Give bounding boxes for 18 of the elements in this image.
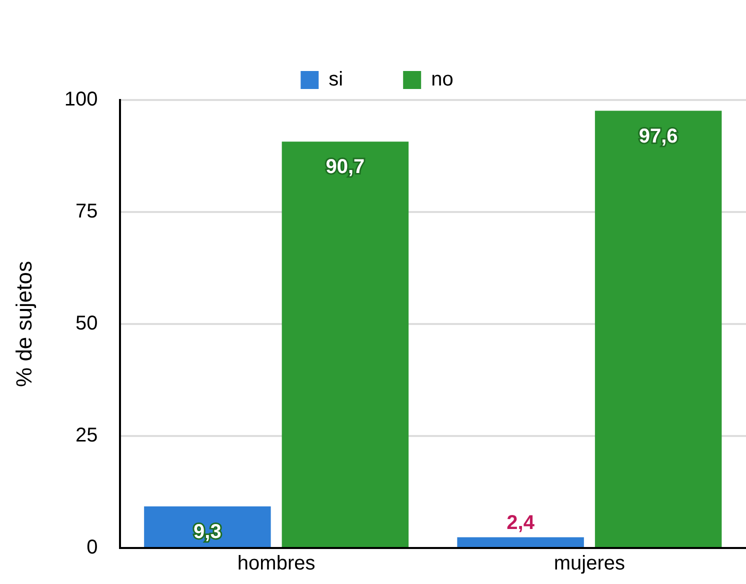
- y-tick-label: 50: [76, 312, 98, 335]
- y-tick-label: 0: [86, 536, 98, 559]
- legend-label: si: [328, 68, 344, 91]
- legend-label: no: [431, 68, 454, 91]
- y-axis-title: % de sujetos: [11, 261, 36, 387]
- bar: [457, 537, 584, 547]
- y-tick-label: 25: [76, 424, 98, 447]
- data-label: 90,7: [326, 156, 365, 178]
- y-tick-label: 75: [76, 200, 98, 223]
- data-label: 97,6: [638, 125, 678, 148]
- y-tick-label: 100: [64, 88, 98, 111]
- bar: [282, 142, 409, 547]
- data-label: 2,4: [506, 512, 536, 534]
- bar: [144, 506, 271, 547]
- x-tick-label: hombres: [237, 552, 316, 575]
- data-label: 9,3: [194, 520, 222, 543]
- bar: [594, 110, 722, 547]
- x-tick-label: mujeres: [554, 552, 626, 575]
